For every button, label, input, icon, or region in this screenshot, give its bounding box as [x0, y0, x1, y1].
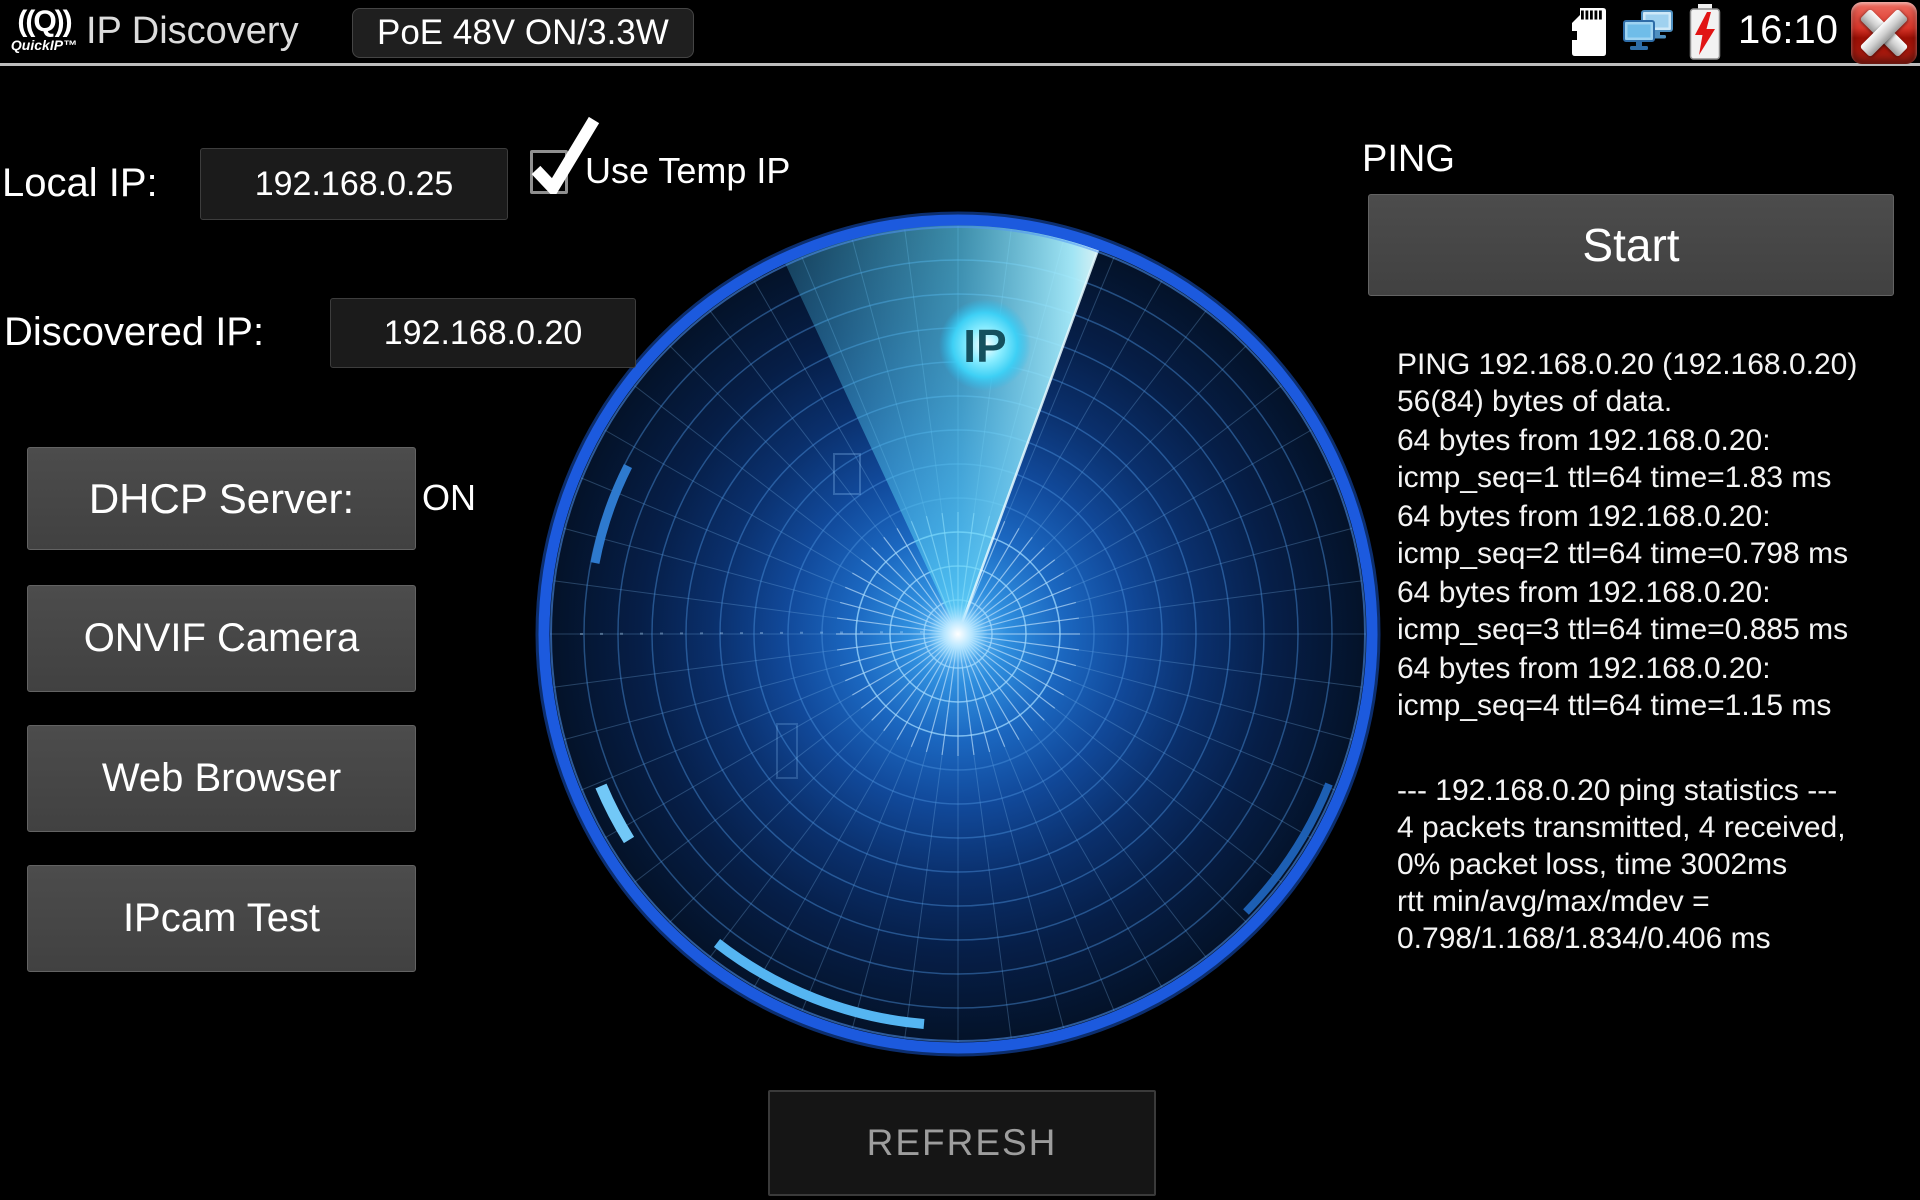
quickip-logo-icon: ((Q)) QuickIP™ [8, 5, 80, 53]
ping-output-line: 64 bytes from 192.168.0.20: [1397, 500, 1771, 533]
radar-grid [550, 226, 1366, 1042]
checkbox-checked-icon [531, 116, 600, 194]
ping-output-group: 64 bytes from 192.168.0.20: icmp_seq=1 t… [1397, 422, 1917, 496]
ping-stats-line: 4 packets transmitted, 4 received, [1397, 811, 1846, 844]
ping-output-group: 64 bytes from 192.168.0.20: icmp_seq=2 t… [1397, 498, 1917, 572]
ping-output-line: 64 bytes from 192.168.0.20: [1397, 652, 1771, 685]
sd-card-icon [1572, 0, 1606, 63]
ping-stats-line: 0.798/1.168/1.834/0.406 ms [1397, 922, 1771, 955]
onvif-camera-button[interactable]: ONVIF Camera [27, 585, 416, 692]
ping-output-group: 64 bytes from 192.168.0.20: icmp_seq=4 t… [1397, 650, 1917, 724]
radar-rim-inner [550, 226, 1366, 1042]
radar-decor-rect [833, 453, 861, 495]
local-ip-field[interactable]: 192.168.0.25 [200, 148, 508, 220]
ping-output-line: PING 192.168.0.20 (192.168.0.20) [1397, 348, 1858, 381]
logo-glyph: ((Q)) [17, 5, 72, 38]
discovered-ip-field[interactable]: 192.168.0.20 [330, 298, 636, 368]
radar-center-glow [928, 604, 988, 664]
ip-blip: IP [939, 299, 1031, 391]
ping-output: PING 192.168.0.20 (192.168.0.20) 56(84) … [1397, 346, 1917, 959]
radar-decor-rect [776, 723, 798, 779]
page-title: IP Discovery [86, 10, 299, 52]
radar-sweep-edge [956, 249, 1100, 635]
ping-output-line: 64 bytes from 192.168.0.20: [1397, 576, 1771, 609]
radar-arc [595, 783, 635, 844]
radar-arc [590, 463, 633, 564]
radar-arc [713, 939, 925, 1029]
radar-outer-glow [535, 211, 1381, 1057]
ping-stats-line: rtt min/avg/max/mdev = [1397, 885, 1710, 918]
ping-output-line: icmp_seq=2 ttl=64 time=0.798 ms [1397, 537, 1849, 570]
radar-arc [1243, 782, 1333, 915]
ping-output-group: PING 192.168.0.20 (192.168.0.20) 56(84) … [1397, 346, 1917, 420]
ping-output-line: icmp_seq=4 ttl=64 time=1.15 ms [1397, 689, 1832, 722]
close-icon[interactable] [1851, 2, 1917, 64]
ping-start-button[interactable]: Start [1368, 194, 1894, 296]
ping-stats-line: 0% packet loss, time 3002ms [1397, 848, 1788, 881]
ping-output-group: 64 bytes from 192.168.0.20: icmp_seq=3 t… [1397, 574, 1917, 648]
battery-charging-icon [1688, 0, 1722, 63]
radar-rim-ring [538, 214, 1378, 1054]
ping-output-line: icmp_seq=3 ttl=64 time=0.885 ms [1397, 613, 1849, 646]
ping-output-line: 56(84) bytes of data. [1397, 385, 1673, 418]
discovered-ip-label: Discovered IP: [4, 310, 265, 354]
logo-brand-text: QuickIP™ [10, 37, 78, 53]
dhcp-status-value: ON [422, 477, 476, 518]
radar-display: IP [534, 210, 1382, 1058]
ping-stats-line: --- 192.168.0.20 ping statistics --- [1397, 774, 1838, 807]
poe-status-badge: PoE 48V ON/3.3W [352, 8, 694, 58]
web-browser-button[interactable]: Web Browser [27, 725, 416, 832]
top-status-bar: ((Q)) QuickIP™ IP Discovery PoE 48V ON/3… [0, 0, 1920, 66]
ping-output-line: 64 bytes from 192.168.0.20: [1397, 424, 1771, 457]
local-ip-label: Local IP: [2, 161, 158, 205]
ip-blip-label: IP [963, 320, 1006, 372]
ping-statistics: --- 192.168.0.20 ping statistics --- 4 p… [1397, 772, 1917, 957]
dhcp-server-button[interactable]: DHCP Server: [27, 447, 416, 550]
ipcam-test-button[interactable]: IPcam Test [27, 865, 416, 972]
network-status-icon [1622, 0, 1674, 63]
clock: 16:10 [1737, 8, 1839, 52]
ping-output-line: icmp_seq=1 ttl=64 time=1.83 ms [1397, 461, 1832, 494]
use-temp-ip-label: Use Temp IP [585, 150, 791, 191]
refresh-button[interactable]: REFRESH [768, 1090, 1156, 1196]
ping-section-title: PING [1362, 138, 1455, 180]
